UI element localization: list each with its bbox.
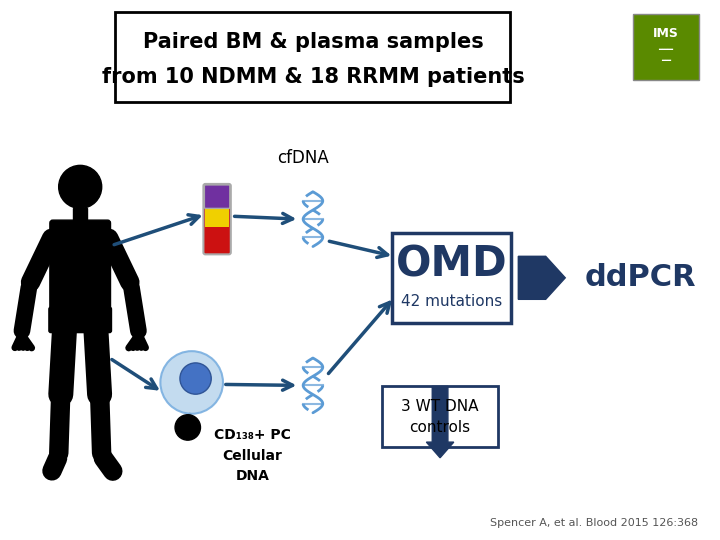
Bar xyxy=(73,208,87,223)
Circle shape xyxy=(175,415,200,440)
FancyBboxPatch shape xyxy=(204,185,230,208)
FancyBboxPatch shape xyxy=(49,307,112,333)
FancyArrowPatch shape xyxy=(23,336,32,348)
Circle shape xyxy=(180,363,211,394)
FancyArrowPatch shape xyxy=(100,400,102,453)
FancyArrowPatch shape xyxy=(132,287,138,331)
Text: cfDNA: cfDNA xyxy=(277,148,329,166)
Bar xyxy=(633,14,699,80)
FancyArrowPatch shape xyxy=(22,336,23,347)
Circle shape xyxy=(58,165,102,208)
FancyArrowPatch shape xyxy=(60,332,64,394)
Text: 42 mutations: 42 mutations xyxy=(401,294,503,309)
Circle shape xyxy=(161,351,223,414)
Text: 3 WT DNA
controls: 3 WT DNA controls xyxy=(401,399,479,435)
FancyArrowPatch shape xyxy=(15,336,20,348)
FancyArrowPatch shape xyxy=(52,458,58,471)
FancyArrowPatch shape xyxy=(22,336,27,348)
FancyArrow shape xyxy=(426,387,454,458)
FancyBboxPatch shape xyxy=(392,233,511,323)
FancyArrowPatch shape xyxy=(59,400,60,453)
FancyArrowPatch shape xyxy=(19,336,21,347)
FancyArrowPatch shape xyxy=(133,336,138,348)
Polygon shape xyxy=(518,256,565,299)
FancyArrowPatch shape xyxy=(104,458,113,471)
Text: Paired BM & plasma samples: Paired BM & plasma samples xyxy=(143,32,483,52)
Text: ddPCR: ddPCR xyxy=(585,264,696,292)
FancyArrowPatch shape xyxy=(109,238,130,282)
FancyBboxPatch shape xyxy=(382,387,498,447)
Text: IMS: IMS xyxy=(653,27,679,40)
FancyArrowPatch shape xyxy=(140,336,145,348)
FancyArrowPatch shape xyxy=(140,336,141,347)
Text: OMD: OMD xyxy=(396,243,508,285)
FancyArrowPatch shape xyxy=(129,336,138,348)
Text: Spencer A, et al. Blood 2015 126:368: Spencer A, et al. Blood 2015 126:368 xyxy=(490,518,698,528)
Text: from 10 NDMM & 18 RRMM patients: from 10 NDMM & 18 RRMM patients xyxy=(102,68,524,87)
FancyBboxPatch shape xyxy=(50,220,110,314)
FancyArrowPatch shape xyxy=(96,332,99,394)
Text: CD₁₃₈+ PC
Cellular
DNA: CD₁₃₈+ PC Cellular DNA xyxy=(214,428,291,483)
FancyArrowPatch shape xyxy=(30,238,52,282)
FancyBboxPatch shape xyxy=(115,12,510,102)
FancyArrowPatch shape xyxy=(22,287,29,331)
Text: ━━━
━━: ━━━ ━━ xyxy=(659,45,673,65)
Bar xyxy=(205,207,229,227)
FancyBboxPatch shape xyxy=(204,184,231,254)
